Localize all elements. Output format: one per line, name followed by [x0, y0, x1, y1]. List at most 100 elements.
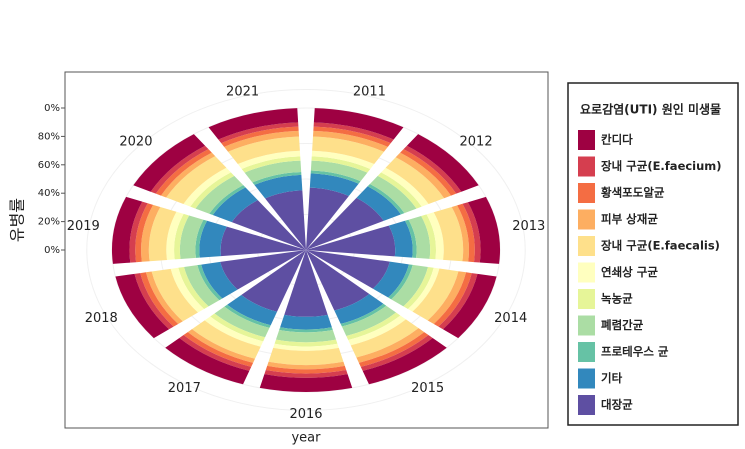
x-tick-label: 2020 — [119, 135, 152, 150]
bar-segment — [438, 273, 478, 330]
legend-swatch — [578, 395, 595, 415]
bar-segment — [244, 160, 302, 183]
bar-segment — [135, 203, 154, 263]
y-tick-label: 80% — [38, 131, 60, 142]
x-tick-label: 2016 — [289, 407, 322, 422]
bar-segment — [133, 134, 206, 192]
y-axis-title: 유병률 — [8, 198, 27, 242]
bar-segment — [252, 171, 302, 185]
bar-segment — [391, 264, 428, 307]
bar-segment — [195, 219, 208, 258]
legend-label: 프로테우스 균 — [601, 345, 669, 359]
bar-segment — [151, 268, 198, 322]
bar-segment — [140, 272, 179, 327]
bar-segment — [241, 156, 301, 173]
bar-segment — [310, 170, 361, 184]
legend-label: 장내 구균(E.faecium) — [601, 159, 722, 173]
y-tick-label: 40% — [38, 188, 60, 199]
x-tick-label: 2012 — [460, 135, 493, 150]
bar-segment — [403, 266, 434, 310]
bar-segment — [407, 267, 440, 312]
bar-segment — [197, 264, 223, 301]
bar-segment — [170, 267, 205, 313]
bar-segment — [160, 152, 216, 198]
y-tick-label: 0% — [44, 245, 60, 256]
bar-segment — [228, 136, 300, 165]
bar-segment — [306, 187, 349, 250]
legend-swatch — [578, 368, 595, 389]
bar-segment — [267, 361, 345, 370]
bar-segment — [306, 225, 396, 257]
bar-segment — [165, 337, 250, 385]
bar-segment — [306, 250, 370, 311]
bar-segment — [388, 264, 413, 300]
bar-segment — [220, 226, 306, 257]
legend-swatch — [578, 156, 595, 177]
bar-segment — [306, 250, 390, 289]
bar-segment — [166, 156, 227, 205]
legend-swatch — [578, 183, 595, 203]
x-tick-label: 2011 — [353, 84, 386, 99]
bar-segment — [214, 306, 270, 338]
x-tick-label: 2018 — [85, 311, 118, 326]
bar-segment — [412, 268, 459, 321]
bar-segment — [204, 316, 264, 347]
legend-swatch — [578, 342, 595, 362]
x-tick-label: 2017 — [168, 381, 201, 396]
bar-segment — [381, 167, 429, 207]
legend-swatch — [578, 315, 595, 336]
bar-segment — [340, 303, 387, 327]
bar-segment — [313, 122, 394, 144]
bar-segment — [254, 174, 303, 199]
bar-segment — [134, 273, 174, 330]
bar-segment — [467, 196, 500, 264]
bar-segment — [395, 152, 452, 199]
legend-label: 장내 구균(E.faecalis) — [601, 239, 720, 253]
legend-label: 폐렴간균 — [601, 318, 644, 332]
bar-segment — [312, 130, 388, 152]
bar-segment — [284, 250, 328, 317]
bar-segment — [433, 272, 472, 327]
bar-segment — [183, 332, 254, 367]
legend-label: 황색포도알균 — [601, 186, 665, 200]
bar-segment — [129, 201, 148, 263]
legend-title: 요로감염(UTI) 원인 미생물 — [580, 102, 721, 117]
bar-segment — [358, 332, 429, 367]
bar-segment — [372, 261, 409, 298]
legend-label: 기타 — [601, 371, 623, 385]
bar-segment — [311, 150, 375, 169]
x-axis-title: year — [291, 431, 321, 446]
bar-segment — [265, 365, 347, 374]
bar-segment — [179, 335, 252, 371]
bar-segment — [306, 197, 384, 250]
bar-segment — [166, 211, 184, 260]
bar-segment — [310, 160, 368, 182]
bar-segment — [311, 156, 371, 173]
bar-segment — [155, 149, 212, 196]
bar-segment — [148, 206, 177, 262]
bar-segment — [433, 206, 464, 262]
bar-segment — [385, 157, 445, 205]
legend-label: 칸디다 — [601, 133, 633, 147]
legend-label: 피부 상재균 — [601, 212, 658, 226]
bar-segment — [195, 175, 244, 214]
bar-segment — [209, 185, 246, 216]
bar-segment — [457, 203, 475, 263]
bar-segment — [388, 220, 413, 258]
bar-segment — [273, 343, 339, 351]
bar-segment — [356, 328, 425, 363]
x-tick-label: 2015 — [411, 381, 444, 396]
bar-segment — [377, 172, 422, 209]
bar-segment — [187, 329, 255, 363]
bar-segment — [346, 312, 401, 340]
bar-segment — [348, 315, 406, 346]
bar-segment — [264, 369, 348, 378]
bar-segment — [462, 202, 481, 263]
y-tick-label: 20% — [38, 217, 60, 228]
x-tick-label: 2019 — [67, 219, 100, 234]
legend-swatch — [578, 236, 595, 256]
bar-segment — [221, 126, 299, 147]
bar-segment — [341, 305, 397, 336]
bar-segment — [350, 319, 419, 358]
